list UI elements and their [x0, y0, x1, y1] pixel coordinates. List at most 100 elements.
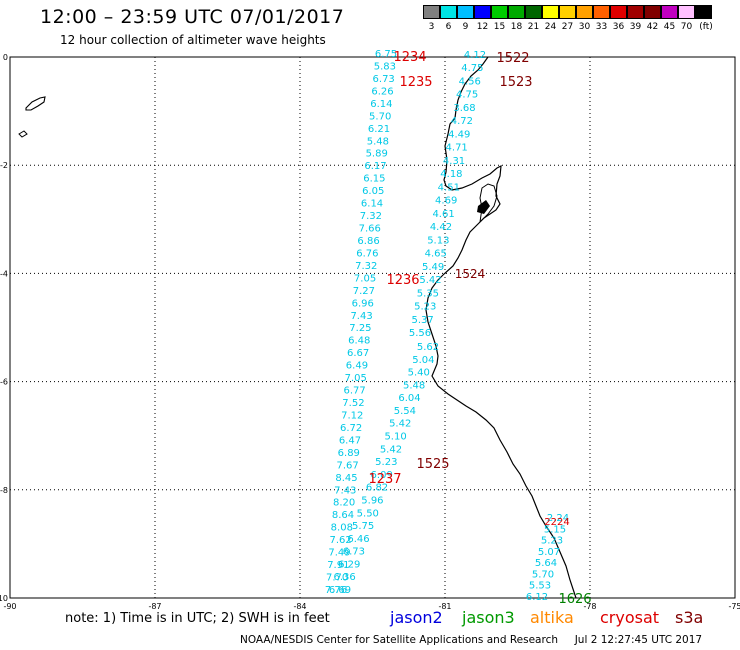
- wave-height-label: 5.89: [366, 149, 388, 160]
- track-time-label: 1523: [499, 75, 532, 90]
- wave-height-label: 4.42: [430, 222, 452, 233]
- wave-height-label: 4.75: [461, 63, 483, 74]
- wave-height-label: 5.37: [411, 315, 433, 326]
- track-time-label: 1234: [393, 50, 426, 65]
- wave-height-label: 5.54: [394, 406, 416, 417]
- wave-height-label: 6.86: [357, 236, 379, 247]
- wave-height-label: 7.91: [327, 560, 349, 571]
- wave-height-label: 7.12: [341, 410, 363, 421]
- small-island: [18, 130, 28, 138]
- track-time-label: 2224: [544, 517, 569, 528]
- lon-tick-label: -81: [438, 602, 451, 611]
- lon-tick-label: -87: [148, 602, 161, 611]
- scale-swatch: [593, 5, 610, 19]
- scale-swatch: [542, 5, 559, 19]
- scale-label: 21: [527, 22, 540, 32]
- track-time-label: 1525: [416, 457, 449, 472]
- wave-height-label: 6.48: [348, 336, 370, 347]
- wave-height-label: 4.18: [440, 169, 462, 180]
- wave-height-label: 7.62: [330, 535, 352, 546]
- wave-height-label: 5.96: [361, 495, 383, 506]
- wave-height-label: 7.49: [328, 548, 350, 559]
- track-time-labels: 1234 1235 1236 1237 1522 1523 1524 1525 1626 2224: [368, 50, 591, 607]
- wave-height-label: 7.25: [349, 323, 371, 334]
- wave-height-label: 5.04: [412, 355, 434, 366]
- puna-island: [477, 200, 490, 214]
- wave-height-label: 5.23: [375, 457, 397, 468]
- wave-height-label: 7.43: [350, 311, 372, 322]
- wave-height-label: 7.32: [355, 261, 377, 272]
- map-title: 12:00 – 23:59 UTC 07/01/2017: [40, 6, 345, 28]
- scale-swatch: [525, 5, 542, 19]
- wave-height-label: 5.75: [352, 521, 374, 532]
- wave-height-label: 6.36: [333, 572, 355, 583]
- wave-height-label: 8.20: [333, 498, 355, 509]
- wave-height-label: 2.24: [547, 513, 569, 524]
- wave-height-label: 6.17: [364, 161, 386, 172]
- wave-height-label: 5.48: [367, 136, 389, 147]
- track-time-label: 1522: [496, 51, 529, 66]
- satellite-altika-label: altika: [530, 608, 574, 627]
- wave-height-label: 3.68: [453, 103, 475, 114]
- wave-height-label: 6.05: [362, 186, 384, 197]
- wave-height-label: 6.21: [368, 124, 390, 135]
- scale-swatch: [644, 5, 661, 19]
- scale-label: 6: [445, 22, 452, 32]
- scale-swatch: [559, 5, 576, 19]
- wave-height-label: 6.47: [339, 435, 361, 446]
- wave-height-label: 4.31: [443, 156, 465, 167]
- scale-swatch: [491, 5, 508, 19]
- wave-height-label: 5.49: [422, 262, 444, 273]
- satellite-cryosat-label: cryosat: [600, 608, 660, 627]
- scale-label: 45: [663, 22, 676, 32]
- graticule: [10, 57, 735, 598]
- wave-height-label: 6.67: [347, 348, 369, 359]
- satellite-s3a-label: s3a: [675, 608, 704, 627]
- lon-tick-label: -90: [3, 602, 16, 611]
- track-time-label: 1626: [558, 592, 591, 607]
- wave-height-label: 5.53: [529, 581, 551, 592]
- scale-swatch: [661, 5, 678, 19]
- wave-height-label: 8.45: [335, 473, 357, 484]
- wave-height-label: 5.64: [535, 558, 557, 569]
- scale-label: 27: [561, 22, 574, 32]
- lat-tick-label: -6: [0, 378, 8, 387]
- wave-height-label: 5.10: [384, 432, 406, 443]
- track-time-label: 1237: [368, 472, 401, 487]
- wave-height-label: 5.07: [538, 547, 560, 558]
- scale-swatch: [576, 5, 593, 19]
- altimeter-tracks: 6.755.836.736.266.145.706.215.485.896.17…: [325, 49, 569, 603]
- scale-label: 9: [462, 22, 469, 32]
- map-frame: [9, 56, 736, 599]
- gulf-of-guayaquil-inlet: [479, 183, 498, 223]
- credit-text: NOAA/NESDIS Center for Satellite Applica…: [240, 634, 558, 646]
- scale-swatch: [457, 5, 474, 19]
- wave-height-label: 8.64: [332, 510, 354, 521]
- wave-height-label: 6.77: [343, 386, 365, 397]
- lat-tick-label: 0: [3, 53, 8, 62]
- wave-height-label: 6.29: [338, 559, 360, 570]
- wave-height-label: 5.50: [357, 508, 379, 519]
- scale-label: 36: [612, 22, 625, 32]
- wave-height-label: 6.76: [356, 248, 378, 259]
- wave-height-label: 5.48: [403, 380, 425, 391]
- wave-height-label: 4.71: [446, 143, 468, 154]
- wave-height-label: 5.83: [374, 61, 396, 72]
- wave-height-label: 6.49: [346, 361, 368, 372]
- lon-tick-label: -84: [293, 602, 306, 611]
- scale-label: 42: [646, 22, 659, 32]
- scale-label: 33: [595, 22, 608, 32]
- wave-height-label: 4.51: [438, 182, 460, 193]
- wave-height-label: 7.32: [360, 211, 382, 222]
- wave-height-label: 7.05: [354, 273, 376, 284]
- wave-height-label: 5.42: [380, 444, 402, 455]
- wave-height-label: 6.73: [343, 547, 365, 558]
- wave-height-label: 6.15: [363, 174, 385, 185]
- isabela-island: [25, 96, 46, 111]
- scale-swatch: [695, 5, 712, 19]
- scale-swatch: [627, 5, 644, 19]
- wave-height-label: 4.12: [464, 50, 486, 61]
- track-time-label: 1236: [386, 273, 419, 288]
- scale-swatch: [440, 5, 457, 19]
